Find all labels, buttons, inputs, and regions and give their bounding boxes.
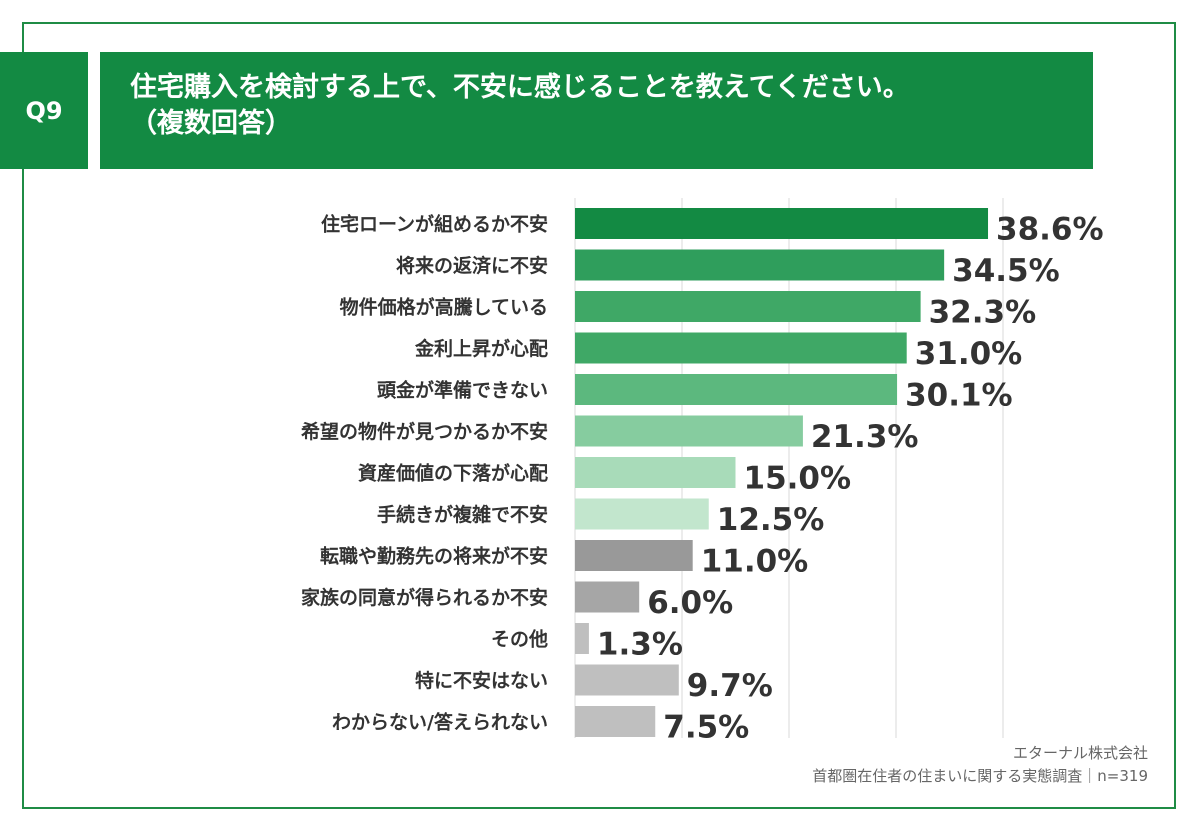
category-label: その他 [491,628,548,651]
value-label: 6.0% [647,585,733,621]
bar [575,374,898,405]
bar [575,540,693,571]
value-label: 9.7% [687,668,773,704]
value-label: 1.3% [597,627,683,663]
category-label: 頭金が準備できない [377,379,548,402]
category-label: 特に不安はない [415,669,548,692]
category-label: 資産価値の下落が心配 [358,462,548,485]
bar [575,664,679,696]
bar [575,623,589,654]
value-label: 15.0% [744,461,852,497]
category-label: 将来の返済に不安 [396,254,548,277]
category-label: 家族の同意が得られるか不安 [301,586,548,609]
value-label: 34.5% [952,253,1060,289]
question-title: 住宅購入を検討する上で、不安に感じることを教えてください。 [130,72,910,103]
bar [575,498,709,530]
value-label: 7.5% [663,710,749,746]
bar [575,249,945,281]
source-survey: 首都圏在住者の住まいに関する実態調査｜n=319 [812,767,1148,785]
category-label: 転職や勤務先の将来が不安 [320,545,548,568]
value-label: 12.5% [717,502,825,538]
value-label: 21.3% [811,419,919,455]
category-label: わからない/答えられない [332,711,548,734]
bar [575,706,656,737]
question-note: （複数回答） [130,108,292,139]
question-badge: Q9 [0,52,88,169]
value-label: 11.0% [701,544,809,580]
chart-frame [22,22,1176,809]
value-label: 32.3% [929,295,1037,331]
value-label: 31.0% [915,336,1023,372]
value-label: 30.1% [905,378,1013,414]
bar [575,332,907,364]
bar [575,581,640,613]
question-title-box: 住宅購入を検討する上で、不安に感じることを教えてください。 （複数回答） [100,52,1093,169]
category-label: 希望の物件が見つかるか不安 [301,420,548,443]
bar [575,208,989,239]
category-label: 物件価格が高騰している [340,296,548,319]
category-label: 金利上昇が心配 [414,337,548,360]
bar [575,415,803,447]
bar [575,291,921,322]
source-company: エターナル株式会社 [1012,744,1148,762]
category-label: 住宅ローンが組めるか不安 [321,213,548,236]
bar [575,457,736,488]
category-label: 手続きが複雑で不安 [377,503,548,526]
value-label: 38.6% [996,212,1104,248]
